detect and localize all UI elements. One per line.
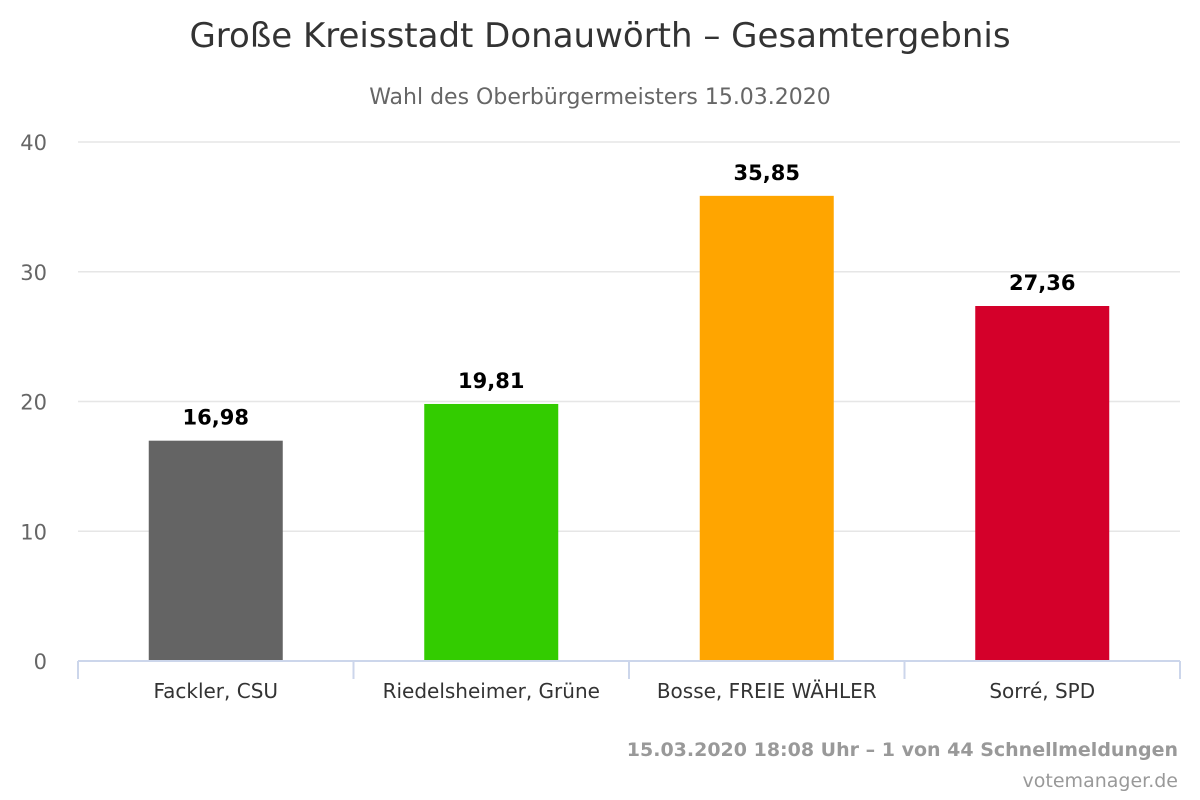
bar[interactable] bbox=[975, 306, 1110, 661]
data-label: 27,36 bbox=[1009, 271, 1075, 295]
y-tick-label: 20 bbox=[20, 391, 47, 415]
credit-timestamp: 15.03.2020 18:08 Uhr – 1 von 44 Schnellm… bbox=[627, 739, 1178, 761]
data-label: 16,98 bbox=[183, 406, 249, 430]
y-tick-label: 0 bbox=[34, 650, 47, 674]
chart-title: Große Kreisstadt Donauwörth – Gesamterge… bbox=[189, 16, 1010, 56]
bar[interactable] bbox=[699, 195, 834, 661]
chart-subtitle: Wahl des Oberbürgermeisters 15.03.2020 bbox=[369, 85, 831, 110]
bar[interactable] bbox=[148, 440, 283, 661]
x-tick-label: Sorré, SPD bbox=[989, 679, 1095, 703]
y-tick-label: 10 bbox=[20, 520, 47, 544]
credit-link[interactable]: votemanager.de bbox=[1023, 770, 1178, 792]
data-label: 35,85 bbox=[734, 161, 800, 185]
x-axis: Fackler, CSU Riedelsheimer, Grüne Bosse, F… bbox=[77, 660, 1181, 703]
y-tick-label: 40 bbox=[20, 131, 47, 155]
x-tick-label: Riedelsheimer, Grüne bbox=[383, 679, 600, 703]
bar[interactable] bbox=[424, 403, 559, 661]
x-tick-label: Fackler, CSU bbox=[153, 679, 278, 703]
y-axis-ticks: 0 10 20 30 40 bbox=[20, 131, 47, 674]
bars bbox=[148, 195, 1110, 661]
data-label: 19,81 bbox=[458, 369, 524, 393]
y-tick-label: 30 bbox=[20, 261, 47, 285]
data-labels: 16,98 19,81 35,85 27,36 bbox=[183, 161, 1076, 430]
x-tick-label: Bosse, FREIE WÄHLER bbox=[657, 679, 877, 703]
